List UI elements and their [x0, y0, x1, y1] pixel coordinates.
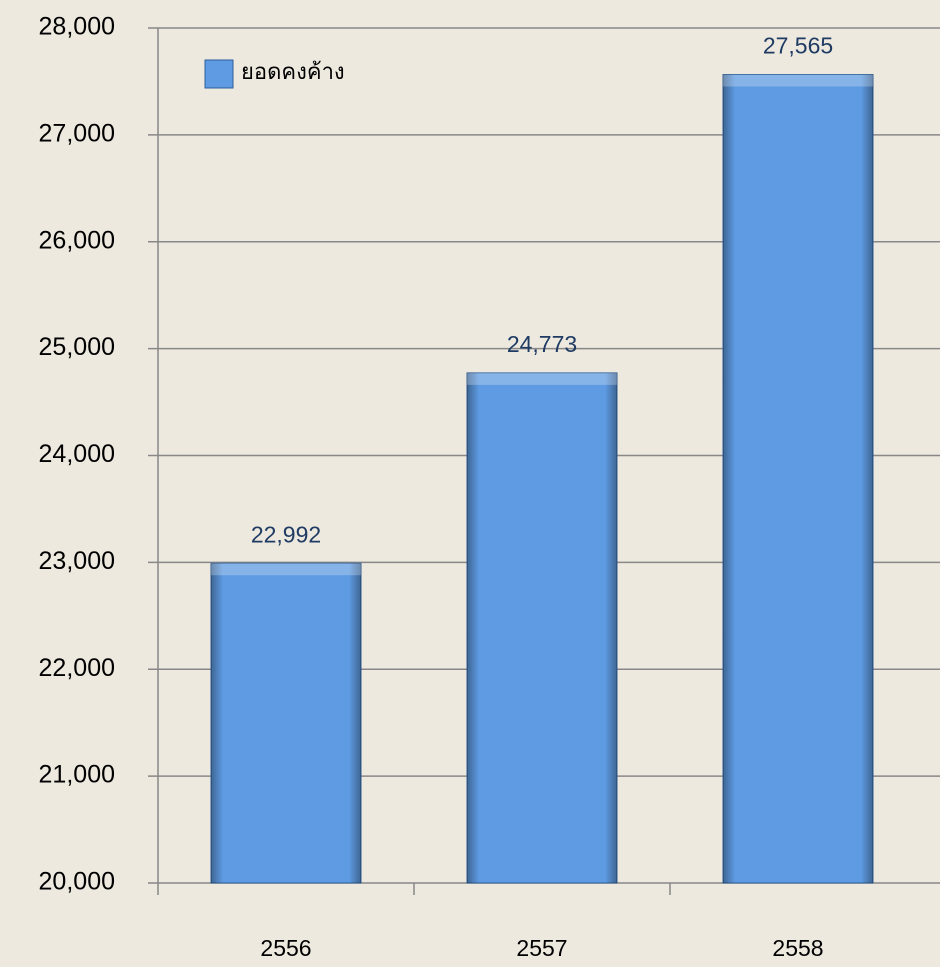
legend-swatch: [204, 59, 234, 89]
y-tick-label: 27,000: [39, 119, 115, 147]
y-tick-label: 22,000: [39, 654, 115, 682]
data-label: 24,773: [507, 331, 577, 357]
y-tick-label: 25,000: [39, 333, 115, 361]
y-tick-label: 23,000: [39, 547, 115, 575]
y-tick-label: 26,000: [39, 226, 115, 254]
x-tick-label: 2556: [260, 935, 311, 961]
x-tick-label: 2558: [772, 935, 823, 961]
bar-top: [723, 74, 873, 87]
bar-shade: [467, 372, 617, 883]
bar-shade: [723, 74, 873, 884]
bar-top: [467, 372, 617, 385]
y-tick-label: 20,000: [39, 868, 115, 896]
data-label: 27,565: [763, 33, 833, 59]
bar-shade: [211, 563, 361, 883]
y-tick-label: 24,000: [39, 440, 115, 468]
data-label: 22,992: [251, 521, 321, 547]
bar-top: [211, 563, 361, 576]
legend-label: ยอดคงค้าง: [241, 59, 345, 84]
y-tick-label: 28,000: [39, 13, 115, 41]
x-tick-label: 2557: [516, 935, 567, 961]
y-tick-label: 21,000: [39, 761, 115, 789]
